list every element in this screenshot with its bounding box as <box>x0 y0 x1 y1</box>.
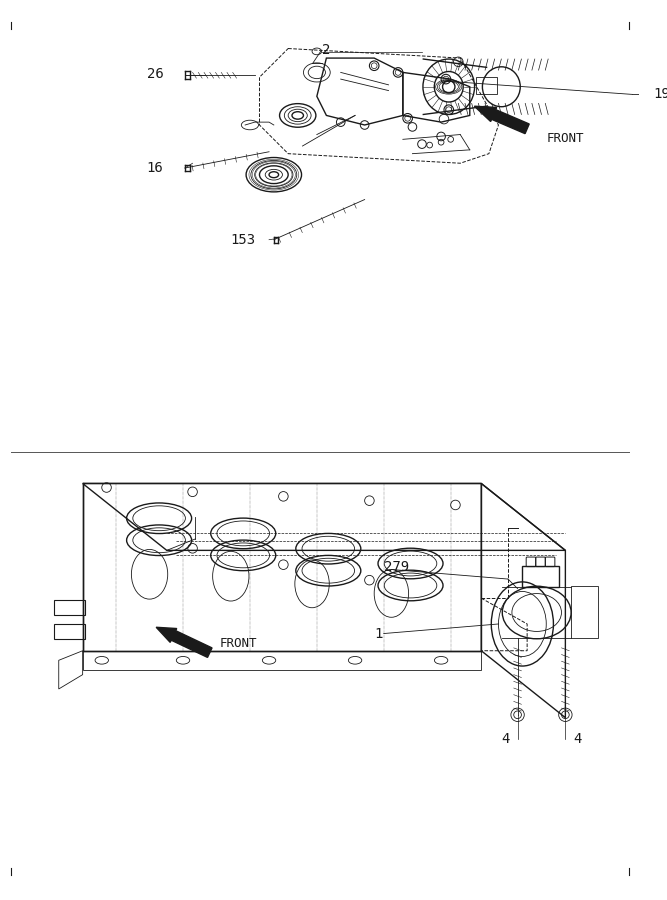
FancyArrow shape <box>156 627 212 657</box>
Text: 16: 16 <box>147 161 163 175</box>
Text: 19: 19 <box>653 87 667 102</box>
Text: FRONT: FRONT <box>219 636 257 650</box>
Text: 26: 26 <box>147 68 163 81</box>
FancyArrow shape <box>474 106 529 133</box>
Text: 279: 279 <box>384 560 409 573</box>
Text: FRONT: FRONT <box>546 132 584 145</box>
Text: 153: 153 <box>231 233 256 247</box>
Text: 4: 4 <box>502 732 510 746</box>
Text: 4: 4 <box>573 732 582 746</box>
Text: 2: 2 <box>321 43 330 58</box>
Text: 1: 1 <box>374 626 383 641</box>
